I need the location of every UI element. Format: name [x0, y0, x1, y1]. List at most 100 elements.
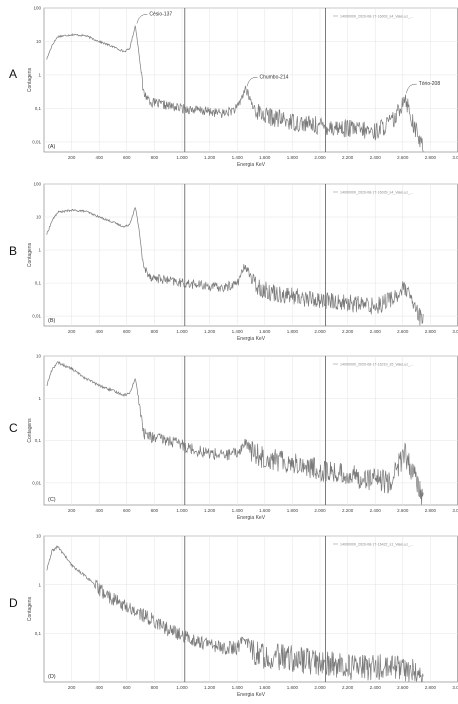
x-tick-label: 200 — [68, 329, 76, 334]
x-tick-label: 1.600 — [259, 155, 271, 160]
x-tick-label: 600 — [123, 329, 131, 334]
panel-tag: (D) — [48, 674, 56, 680]
x-tick-label: 1.000 — [176, 155, 188, 160]
x-tick-label: 1.400 — [232, 329, 244, 334]
peak-annotation: Tório-208 — [419, 81, 441, 87]
spectrum-series — [46, 361, 424, 505]
x-tick-label: 200 — [68, 685, 76, 690]
panel-tag: (B) — [48, 318, 56, 324]
y-axis-label: Contagens — [27, 67, 33, 92]
x-tick-label: 2.000 — [314, 329, 326, 334]
x-tick-label: 2.600 — [397, 685, 409, 690]
x-tick-label: 2.200 — [342, 685, 354, 690]
y-tick-label: 0,1 — [35, 106, 42, 111]
x-tick-label: 3.000 — [452, 508, 458, 513]
peak-annotation: Chumbo-214 — [259, 74, 288, 80]
y-tick-label: 1 — [38, 73, 41, 78]
x-tick-label: 1.800 — [287, 685, 299, 690]
y-tick-label: 10 — [36, 534, 42, 539]
spectrum-series — [46, 545, 424, 682]
x-tick-label: 1.200 — [204, 329, 216, 334]
panel-letter: D — [9, 596, 18, 610]
x-tick-label: 2.800 — [425, 155, 437, 160]
x-tick-label: 2.800 — [425, 508, 437, 513]
x-tick-label: 1.800 — [287, 155, 299, 160]
x-axis-label: Energia KeV — [237, 515, 266, 521]
x-tick-label: 2.000 — [314, 508, 326, 513]
y-tick-label: 0,01 — [32, 314, 41, 319]
x-tick-label: 3.000 — [452, 685, 458, 690]
legend-entry: 14000000_2020-08-17-16422_s1_ValeLuz_... — [340, 542, 413, 546]
y-tick-label: 0,01 — [32, 140, 41, 145]
x-tick-label: 2.200 — [342, 155, 354, 160]
y-tick-label: 0,1 — [35, 281, 42, 286]
x-tick-label: 600 — [123, 155, 131, 160]
x-tick-label: 400 — [95, 508, 103, 513]
peak-annotation: Césio-137 — [149, 12, 172, 18]
x-tick-label: 1.600 — [259, 329, 271, 334]
annotation-arrow — [136, 14, 148, 24]
y-tick-label: 100 — [33, 182, 41, 187]
y-tick-label: 1 — [38, 582, 41, 587]
x-tick-label: 1.200 — [204, 685, 216, 690]
chart-panel-c: C 200 400 600 800 1.000 1.200 1.400 1.600 1.800 2.… — [9, 354, 458, 521]
x-tick-label: 2.600 — [397, 155, 409, 160]
x-tick-label: 3.000 — [452, 155, 458, 160]
legend-entry: 14000000_2020-08-17-16219_s5_ValeLuz_... — [340, 362, 413, 366]
x-tick-label: 2.400 — [370, 155, 382, 160]
x-tick-label: 2.400 — [370, 685, 382, 690]
x-axis-label: Energia KeV — [237, 692, 266, 698]
x-tick-label: 2.800 — [425, 329, 437, 334]
x-tick-label: 1.000 — [176, 685, 188, 690]
chart-panel-b: B 200 400 600 800 1.000 1.200 1.400 1.600 1.800 2.… — [9, 182, 458, 342]
y-tick-label: 10 — [36, 215, 42, 220]
chart-panel-a: A 200 400 600 800 1.000 1.200 1.400 1.600 1.800 2.… — [9, 6, 458, 168]
plot-area — [43, 7, 458, 153]
panel-letter: A — [9, 67, 17, 81]
x-tick-label: 2.400 — [370, 329, 382, 334]
x-tick-label: 800 — [151, 155, 159, 160]
y-axis-label: Contagens — [27, 242, 33, 267]
x-tick-label: 2.600 — [397, 508, 409, 513]
plot-area — [43, 183, 458, 327]
x-tick-label: 2.000 — [314, 155, 326, 160]
x-tick-label: 1.400 — [232, 685, 244, 690]
x-tick-label: 2.800 — [425, 685, 437, 690]
x-axis-label: Energia KeV — [237, 162, 266, 168]
panel-tag: (A) — [48, 144, 56, 150]
x-tick-label: 3.000 — [452, 329, 458, 334]
spectrum-series — [46, 24, 424, 152]
y-tick-label: 10 — [36, 354, 42, 359]
x-tick-label: 400 — [95, 155, 103, 160]
x-tick-label: 2.000 — [314, 685, 326, 690]
x-tick-label: 800 — [151, 685, 159, 690]
x-axis-label: Energia KeV — [237, 336, 266, 342]
x-tick-label: 1.400 — [232, 155, 244, 160]
annotation-arrow — [405, 83, 417, 94]
x-tick-label: 800 — [151, 329, 159, 334]
plot-area — [43, 535, 458, 683]
x-tick-label: 1.200 — [204, 508, 216, 513]
y-tick-label: 1 — [38, 248, 41, 253]
x-tick-label: 1.000 — [176, 329, 188, 334]
x-tick-label: 600 — [123, 508, 131, 513]
x-tick-label: 2.200 — [342, 329, 354, 334]
x-tick-label: 1.200 — [204, 155, 216, 160]
y-tick-label: 0,01 — [32, 480, 41, 485]
x-tick-label: 200 — [68, 508, 76, 513]
y-axis-label: Contagens — [27, 596, 33, 621]
x-tick-label: 1.600 — [259, 508, 271, 513]
y-tick-label: 1 — [38, 396, 41, 401]
panel-letter: C — [9, 421, 18, 435]
y-tick-label: 0,1 — [35, 631, 42, 636]
x-tick-label: 400 — [95, 329, 103, 334]
spectrum-series — [46, 206, 424, 326]
x-tick-label: 2.200 — [342, 508, 354, 513]
panel-letter: B — [9, 244, 17, 258]
legend-entry: 14000000_2020-08-17-16029_s4_ValeLuz_... — [340, 190, 413, 194]
x-tick-label: 1.400 — [232, 508, 244, 513]
legend-entry: 14000000_2020-08-17-16003_s4_ValeLuz_... — [340, 14, 413, 18]
panel-tag: (C) — [48, 497, 56, 503]
y-tick-label: 10 — [36, 39, 42, 44]
